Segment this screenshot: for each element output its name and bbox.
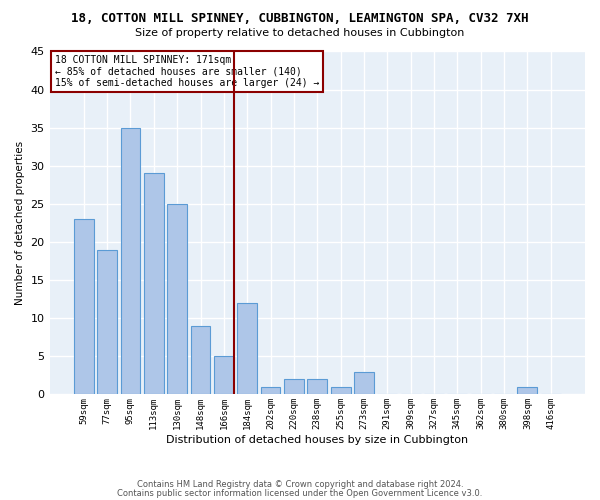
Bar <box>97 250 117 394</box>
Bar <box>331 387 350 394</box>
Bar <box>260 387 280 394</box>
X-axis label: Distribution of detached houses by size in Cubbington: Distribution of detached houses by size … <box>166 435 469 445</box>
Bar <box>284 379 304 394</box>
Bar <box>74 219 94 394</box>
Text: Size of property relative to detached houses in Cubbington: Size of property relative to detached ho… <box>136 28 464 38</box>
Bar <box>238 303 257 394</box>
Bar <box>167 204 187 394</box>
Bar <box>214 356 234 395</box>
Bar <box>121 128 140 394</box>
Bar <box>354 372 374 394</box>
Text: Contains public sector information licensed under the Open Government Licence v3: Contains public sector information licen… <box>118 488 482 498</box>
Bar <box>517 387 538 394</box>
Y-axis label: Number of detached properties: Number of detached properties <box>15 141 25 305</box>
Bar <box>144 174 164 394</box>
Bar <box>191 326 211 394</box>
Text: Contains HM Land Registry data © Crown copyright and database right 2024.: Contains HM Land Registry data © Crown c… <box>137 480 463 489</box>
Text: 18 COTTON MILL SPINNEY: 171sqm
← 85% of detached houses are smaller (140)
15% of: 18 COTTON MILL SPINNEY: 171sqm ← 85% of … <box>55 55 319 88</box>
Bar <box>307 379 327 394</box>
Text: 18, COTTON MILL SPINNEY, CUBBINGTON, LEAMINGTON SPA, CV32 7XH: 18, COTTON MILL SPINNEY, CUBBINGTON, LEA… <box>71 12 529 26</box>
